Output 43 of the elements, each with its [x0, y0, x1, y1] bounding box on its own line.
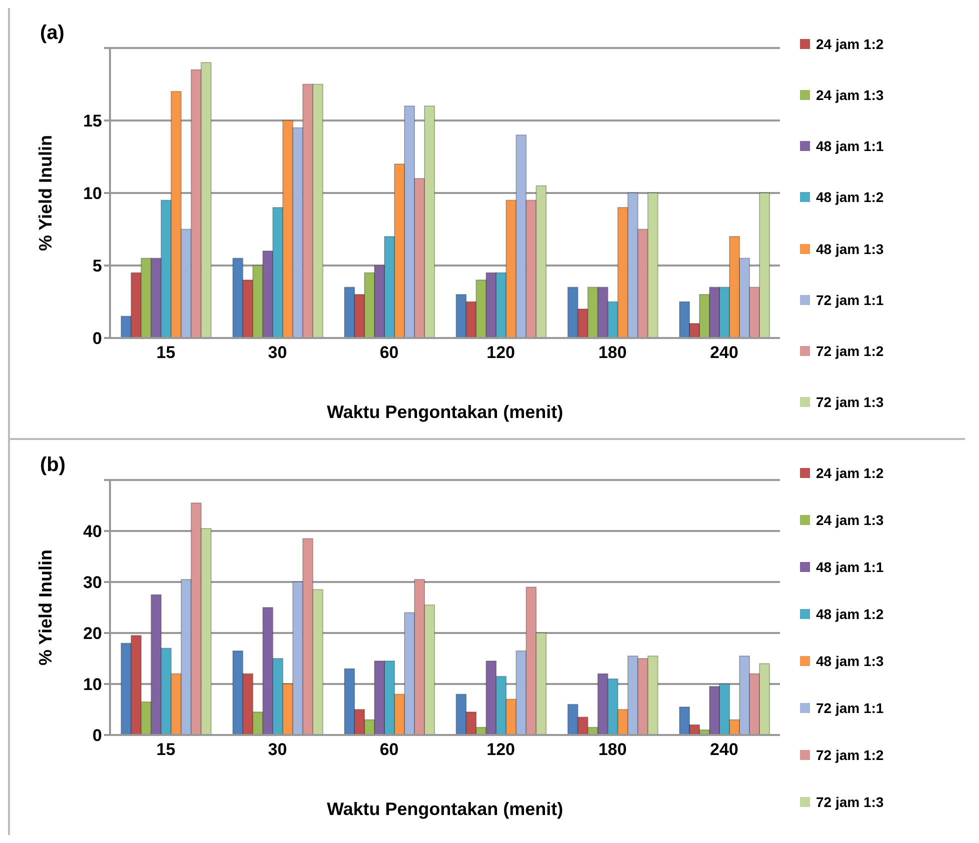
legend-label: 72 jam 1:1 — [816, 700, 884, 716]
legend-label: 72 jam 1:3 — [816, 794, 884, 810]
legend-label: 72 jam 1:3 — [816, 394, 884, 410]
legend-label: 72 jam 1:1 — [816, 292, 884, 308]
y-tick-label: 0 — [92, 329, 102, 348]
legend-label: 72 jam 1:2 — [816, 746, 884, 763]
legend-label: 24 jam 1:2 — [816, 465, 884, 482]
legend-label: 48 jam 1:2 — [816, 606, 884, 622]
x-tick-label: 60 — [380, 343, 399, 362]
x-tick-label: 30 — [268, 740, 287, 760]
legend-label: 48 jam 1:2 — [816, 189, 884, 206]
x-tick-label: 30 — [268, 343, 287, 362]
legend-label: 24 jam 1:2 — [816, 36, 884, 52]
x-tick-label: 240 — [710, 343, 738, 362]
x-axis-title: Waktu Pengontakan (menit) — [326, 799, 564, 819]
x-tick-label: 180 — [598, 740, 627, 760]
x-tick-label: 15 — [156, 740, 176, 760]
legend-label: 48 jam 1:3 — [816, 240, 884, 257]
x-tick-label: 120 — [486, 740, 516, 760]
y-tick-label: 15 — [83, 112, 102, 131]
y-axis-title: % Yield Inulin — [35, 134, 56, 252]
legend-label: 24 jam 1:3 — [816, 512, 884, 528]
x-tick-label: 180 — [598, 343, 627, 362]
x-tick-label: 240 — [710, 740, 738, 760]
chart-title: (a) — [40, 22, 64, 45]
y-tick-label: 30 — [83, 573, 102, 592]
y-tick-label: 5 — [92, 256, 102, 276]
y-tick-label: 10 — [83, 184, 102, 204]
x-tick-label: 60 — [380, 740, 399, 760]
y-tick-label: 40 — [83, 522, 102, 542]
y-tick-label: 10 — [83, 675, 102, 694]
x-tick-label: 15 — [156, 343, 176, 362]
y-axis-title: % Yield Inulin — [35, 549, 56, 666]
y-tick-label: 0 — [92, 726, 102, 746]
y-tick-label: 20 — [83, 624, 102, 644]
legend-label: 72 jam 1:2 — [816, 343, 884, 360]
chart-title: (b) — [40, 454, 66, 477]
x-axis-title: Waktu Pengontakan (menit) — [326, 402, 564, 422]
x-tick-label: 120 — [486, 343, 516, 362]
legend-label: 48 jam 1:1 — [816, 559, 884, 576]
legend-label: 24 jam 1:3 — [816, 86, 884, 103]
legend-label: 48 jam 1:3 — [816, 652, 884, 669]
legend-label: 48 jam 1:1 — [816, 138, 884, 154]
